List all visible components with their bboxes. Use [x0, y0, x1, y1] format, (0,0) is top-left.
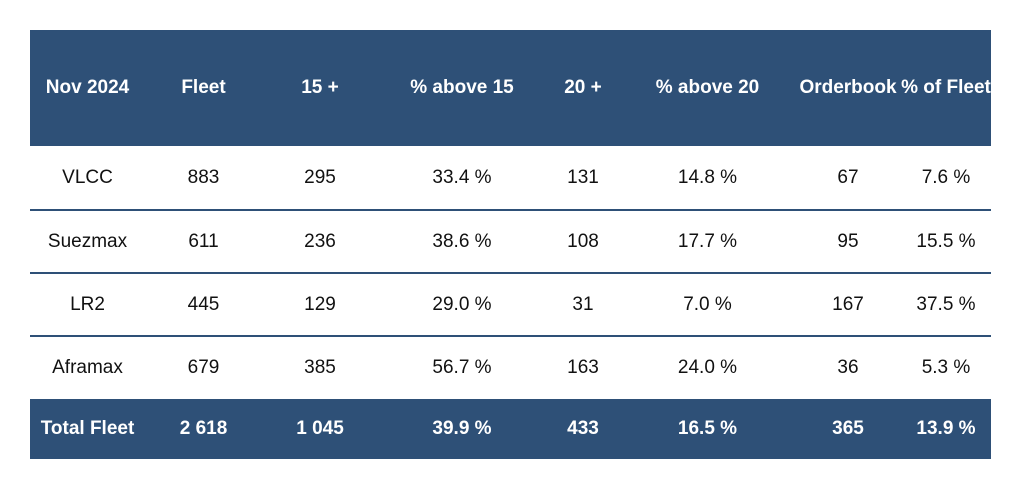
- header-pct-above-20: % above 20: [655, 77, 760, 98]
- table-row-suezmax: Suezmax 611 236 38.6 % 108 17.7 % 95 15.…: [30, 210, 991, 274]
- header-orderbook: Orderbook: [799, 77, 897, 98]
- cell-20-plus: 433: [567, 418, 599, 439]
- cell-segment: Suezmax: [30, 210, 145, 274]
- cell-pct-of-fleet: 5.3 %: [921, 357, 971, 378]
- table-row-total: Total Fleet 2 618 1 045 39.9 % 433 16.5 …: [30, 399, 991, 459]
- cell-fleet: 445: [145, 273, 262, 337]
- cell-pct-of-fleet: 13.9 %: [916, 418, 976, 439]
- table-header-row: Nov 2024 Fleet 15 + % above 15 20 + % ab…: [30, 30, 991, 146]
- cell-orderbook: 36: [837, 357, 859, 378]
- cell-pct-above-20: 7.0 %: [620, 273, 795, 337]
- cell-pct-above-20: 14.8 %: [620, 146, 795, 211]
- cell-fleet: 611: [145, 210, 262, 274]
- fleet-age-table-container: Nov 2024 Fleet 15 + % above 15 20 + % ab…: [30, 30, 991, 459]
- cell-15-plus: 295: [262, 146, 378, 211]
- cell-segment: VLCC: [30, 146, 145, 211]
- cell-pct-of-fleet: 15.5 %: [901, 210, 991, 274]
- header-20-plus: 20 +: [564, 77, 602, 98]
- header-pct-above-15: % above 15: [410, 77, 514, 98]
- cell-pct-above-15: 29.0 %: [378, 273, 546, 337]
- cell-segment: LR2: [30, 273, 145, 337]
- cell-pct-above-20: 17.7 %: [620, 210, 795, 274]
- fleet-age-table: Nov 2024 Fleet 15 + % above 15 20 + % ab…: [30, 30, 991, 459]
- cell-pct-of-fleet: 37.5 %: [901, 273, 991, 337]
- header-period: Nov 2024: [45, 77, 130, 98]
- cell-orderbook: 95: [795, 210, 901, 274]
- cell-20-plus: 31: [546, 273, 620, 337]
- cell-fleet: 2 618: [179, 418, 228, 439]
- cell-orderbook: 67: [795, 146, 901, 211]
- header-fleet: Fleet: [181, 77, 226, 98]
- table-row-lr2: LR2 445 129 29.0 % 31 7.0 % 167 37.5 %: [30, 273, 991, 337]
- cell-pct-above-20: 24.0 %: [677, 357, 738, 378]
- cell-segment: Aframax: [52, 357, 123, 378]
- cell-pct-above-15: 38.6 %: [378, 210, 546, 274]
- cell-pct-above-15: 39.9 %: [432, 418, 492, 439]
- cell-15-plus: 385: [304, 357, 336, 378]
- table-row-aframax: Aframax 679 385 56.7 % 163 24.0 % 36 5.3…: [30, 336, 991, 399]
- cell-fleet: 883: [145, 146, 262, 211]
- cell-segment: Total Fleet: [40, 418, 135, 439]
- cell-fleet: 679: [187, 357, 220, 378]
- cell-15-plus: 129: [262, 273, 378, 337]
- cell-pct-above-15: 56.7 %: [432, 357, 492, 378]
- cell-20-plus: 131: [546, 146, 620, 211]
- cell-20-plus: 163: [567, 357, 599, 378]
- cell-orderbook: 365: [832, 418, 864, 439]
- table-row-vlcc: VLCC 883 295 33.4 % 131 14.8 % 67 7.6 %: [30, 146, 991, 211]
- cell-pct-of-fleet: 7.6 %: [901, 146, 991, 211]
- header-15-plus: 15 +: [301, 77, 339, 98]
- cell-orderbook: 167: [795, 273, 901, 337]
- cell-pct-above-15: 33.4 %: [378, 146, 546, 211]
- header-pct-of-fleet: % of Fleet: [901, 77, 991, 98]
- cell-15-plus: 236: [262, 210, 378, 274]
- cell-pct-above-20: 16.5 %: [677, 418, 738, 439]
- cell-20-plus: 108: [546, 210, 620, 274]
- cell-15-plus: 1 045: [296, 418, 344, 439]
